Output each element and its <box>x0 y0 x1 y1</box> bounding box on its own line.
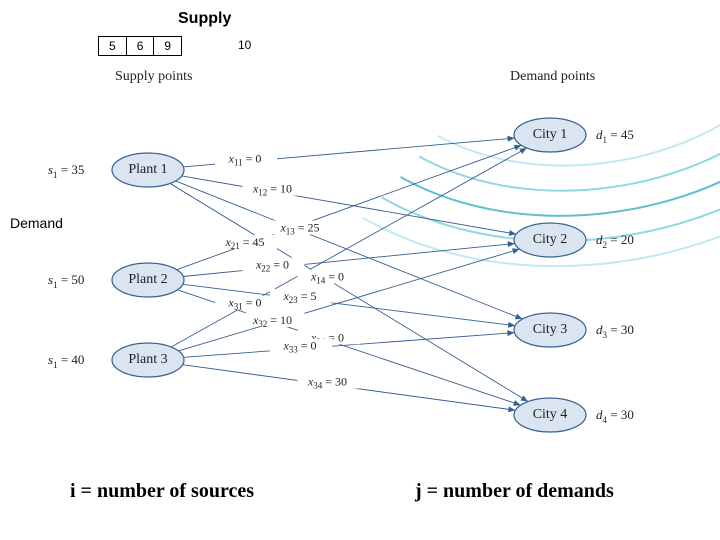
node-side-label: d2 = 20 <box>596 232 634 250</box>
edge-arrowhead <box>513 400 521 406</box>
edge-arrowhead <box>512 248 520 254</box>
node-side-label: s1 = 50 <box>48 272 84 290</box>
edge-label: x34 = 30 <box>307 375 347 391</box>
edge-label: x31 = 0 <box>227 296 261 312</box>
node-label: City 1 <box>533 127 568 142</box>
node-c2: City 2 d2 = 20 <box>514 223 634 257</box>
slide: Supply 5 6 9 10 Demand x11 = 0x12 = 10x1… <box>0 0 720 540</box>
node-p2: Plant 2 s1 = 50 <box>48 263 184 297</box>
caption-right: j = number of demands <box>415 480 614 503</box>
node-p3: Plant 3 s1 = 40 <box>48 343 184 377</box>
demand-points-header: Demand points <box>510 69 595 84</box>
edge-arrowhead <box>507 330 514 336</box>
edge-label: x21 = 45 <box>224 235 264 251</box>
edge-label: x33 = 0 <box>282 339 316 355</box>
edge-arrowhead <box>507 136 514 142</box>
edge-arrowhead <box>519 148 527 154</box>
node-label: Plant 1 <box>128 162 167 177</box>
edge-p1-c4 <box>170 183 528 401</box>
edge-arrowhead <box>520 395 528 401</box>
edge-label: x13 = 25 <box>279 220 319 236</box>
edge-label: x32 = 10 <box>252 313 292 329</box>
node-c3: City 3 d3 = 30 <box>514 313 634 347</box>
transport-network: x11 = 0 x12 = 10 x13 = 25 x14 = 0 x21 = 45 x2… <box>0 0 720 540</box>
edge-p1-c2 <box>182 176 516 234</box>
node-side-label: d3 = 30 <box>596 322 634 340</box>
node-label: City 4 <box>533 407 568 422</box>
node-side-label: s1 = 40 <box>48 352 84 370</box>
node-label: Plant 2 <box>128 272 167 287</box>
edge-label: x12 = 10 <box>252 182 292 198</box>
node-label: City 2 <box>533 232 568 247</box>
edge-arrowhead <box>515 314 523 320</box>
supply-points-header: Supply points <box>115 69 192 84</box>
node-c1: City 1 d1 = 45 <box>514 118 634 152</box>
node-side-label: d1 = 45 <box>596 127 634 145</box>
node-label: City 3 <box>533 322 568 337</box>
edge-label: x14 = 0 <box>310 269 344 285</box>
node-c4: City 4 d4 = 30 <box>514 398 634 432</box>
edge-label: x23 = 5 <box>282 289 316 305</box>
node-p1: Plant 1 s1 = 35 <box>48 153 184 187</box>
node-side-label: d4 = 30 <box>596 407 634 425</box>
edge-label: x22 = 0 <box>255 258 289 274</box>
caption-left: i = number of sources <box>70 480 254 503</box>
node-label: Plant 3 <box>128 352 167 367</box>
node-side-label: s1 = 35 <box>48 162 84 180</box>
edge-label: x11 = 0 <box>228 152 262 168</box>
